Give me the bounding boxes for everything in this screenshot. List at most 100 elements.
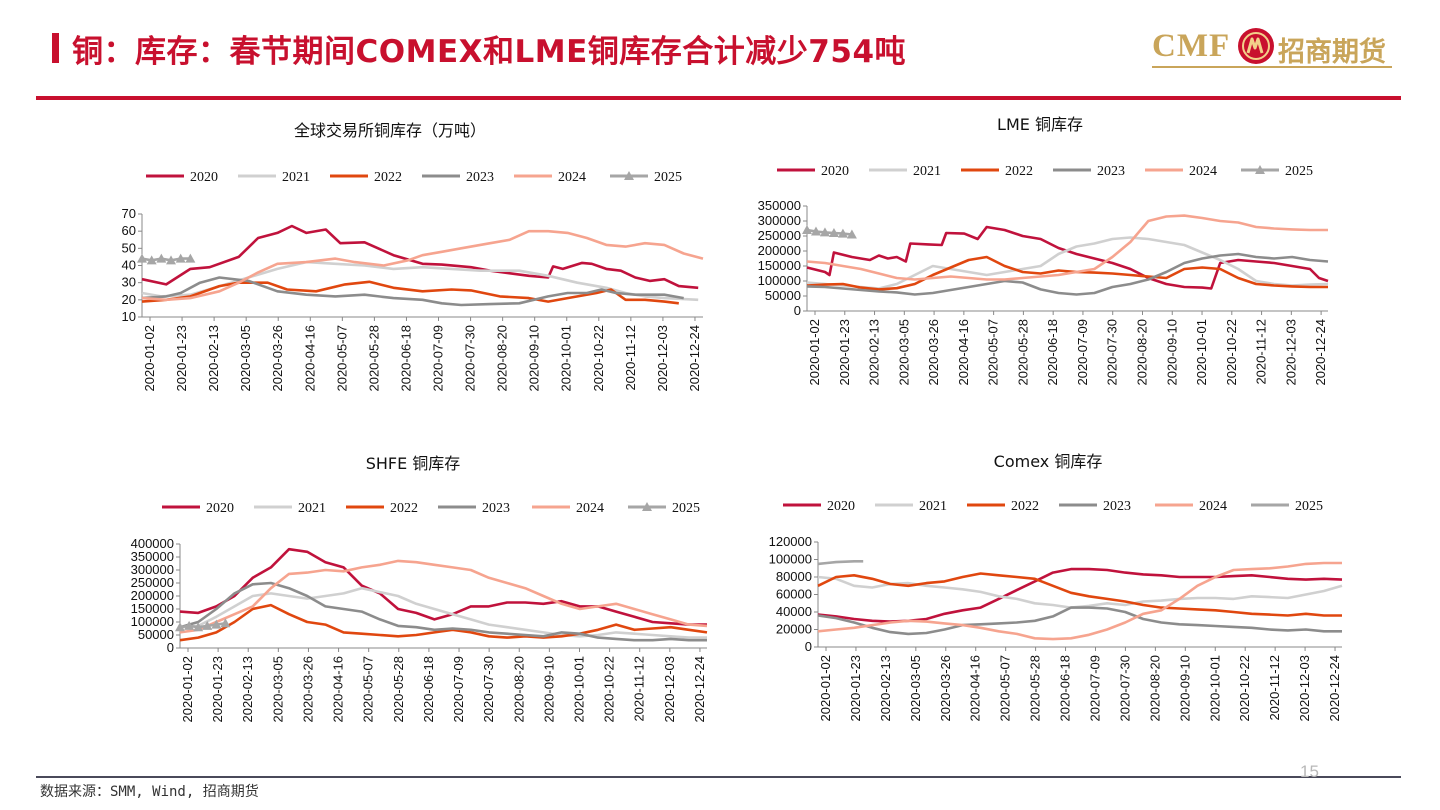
x-tick-label: 2020-11-12 xyxy=(632,656,647,722)
x-tick-label: 2020-05-07 xyxy=(334,325,349,392)
y-tick-label: 300000 xyxy=(758,213,801,228)
legend-label-2024: 2024 xyxy=(558,170,586,185)
x-tick-label: 2020-09-10 xyxy=(1164,319,1179,386)
series-point-2025 xyxy=(184,620,195,630)
x-tick-label: 2020-08-20 xyxy=(1134,319,1149,386)
chart-title: SHFE 铜库存 xyxy=(366,454,461,473)
series-line-2021 xyxy=(141,260,699,302)
y-tick-label: 100000 xyxy=(758,273,801,288)
series-point-2025 xyxy=(193,622,204,632)
x-tick-label: 2020-05-28 xyxy=(391,656,406,723)
chart-title: Comex 铜库存 xyxy=(994,452,1103,471)
legend-label-2022: 2022 xyxy=(390,501,418,516)
x-tick-label: 2020-03-05 xyxy=(908,655,923,722)
data-source-note: 数据来源：SMM, Wind, 招商期货 xyxy=(40,784,259,800)
x-tick-label: 2020-11-12 xyxy=(1267,655,1282,721)
x-tick-label: 2020-01-23 xyxy=(848,655,863,722)
x-tick-label: 2020-04-16 xyxy=(302,325,317,392)
legend-label-2022: 2022 xyxy=(1005,164,1033,179)
x-tick-label: 2020-10-01 xyxy=(559,325,574,392)
y-tick-label: 20000 xyxy=(776,622,812,637)
x-tick-label: 2020-10-22 xyxy=(1224,319,1239,386)
x-tick-label: 2020-10-22 xyxy=(591,325,606,392)
y-tick-label: 40 xyxy=(122,258,136,273)
x-tick-label: 2020-10-22 xyxy=(602,656,617,723)
x-tick-label: 2020-01-23 xyxy=(174,325,189,392)
x-tick-label: 2020-09-10 xyxy=(1177,655,1192,722)
x-tick-label: 2020-02-13 xyxy=(240,656,255,723)
x-tick-label: 2020-07-09 xyxy=(1075,319,1090,386)
series-line-2022 xyxy=(817,572,1342,617)
x-tick-label: 2020-10-22 xyxy=(1237,655,1252,722)
x-tick-label: 2020-01-23 xyxy=(837,319,852,386)
x-tick-label: 2020-01-02 xyxy=(180,656,195,723)
y-tick-label: 70 xyxy=(122,206,136,221)
series-line-2025 xyxy=(817,560,864,566)
x-tick-label: 2020-11-12 xyxy=(623,325,638,391)
series-point-2025 xyxy=(156,253,167,263)
x-tick-label: 2020-03-26 xyxy=(926,319,941,386)
x-tick-label: 2020-07-30 xyxy=(481,656,496,723)
legend-marker-2025 xyxy=(624,171,634,180)
x-tick-label: 2020-03-05 xyxy=(238,325,253,392)
x-tick-label: 2020-05-07 xyxy=(361,656,376,723)
series-line-2023 xyxy=(817,606,1342,636)
series-point-2025 xyxy=(220,618,231,628)
logo-emblem-icon xyxy=(1238,28,1274,64)
series-line-2020 xyxy=(179,547,707,626)
legend-label-2025: 2025 xyxy=(672,501,700,516)
x-tick-label: 2020-12-03 xyxy=(1297,655,1312,722)
x-tick-label: 2020-08-20 xyxy=(1147,655,1162,722)
x-tick-label: 2020-11-12 xyxy=(1254,319,1269,385)
x-tick-label: 2020-05-28 xyxy=(1028,655,1043,722)
y-tick-label: 0 xyxy=(794,303,801,318)
chart-title: 全球交易所铜库存（万吨） xyxy=(294,121,486,140)
x-tick-label: 2020-05-07 xyxy=(998,655,1013,722)
x-tick-label: 2020-06-18 xyxy=(398,325,413,392)
legend-label-2020: 2020 xyxy=(827,499,855,514)
legend-label-2025: 2025 xyxy=(654,170,682,185)
x-tick-label: 2020-12-03 xyxy=(655,325,670,392)
series-line-2021 xyxy=(806,236,1329,290)
x-tick-label: 2020-12-03 xyxy=(662,656,677,723)
chart-lme-copper-inventory: LME 铜库存 2020 2021 2022 2023 2024 2025 050000100… xyxy=(758,115,1329,386)
x-tick-label: 2020-07-30 xyxy=(463,325,478,392)
logo-cmf-text: CMF xyxy=(1152,28,1231,64)
legend-marker-2025 xyxy=(1255,165,1265,174)
series-line-2021 xyxy=(817,575,1343,609)
y-tick-label: 80000 xyxy=(776,569,812,584)
x-tick-label: 2020-06-18 xyxy=(1058,655,1073,722)
x-tick-label: 2020-08-20 xyxy=(511,656,526,723)
x-tick-label: 2020-01-02 xyxy=(807,319,822,386)
footer-divider xyxy=(36,776,1401,778)
title-accent-bar xyxy=(52,33,59,63)
series-line-2022 xyxy=(806,255,1328,291)
x-tick-label: 2020-04-16 xyxy=(956,319,971,386)
legend-label-2024: 2024 xyxy=(1189,164,1217,179)
series-point-2025 xyxy=(828,228,839,237)
legend-label-2023: 2023 xyxy=(1097,164,1125,179)
x-tick-label: 2020-12-24 xyxy=(1313,319,1328,386)
series-line-2023 xyxy=(141,276,684,307)
series-point-2025 xyxy=(175,622,185,632)
legend-label-2021: 2021 xyxy=(282,170,310,185)
y-tick-label: 250000 xyxy=(758,228,801,243)
x-tick-label: 2020-02-13 xyxy=(878,655,893,722)
x-tick-label: 2020-03-26 xyxy=(300,656,315,723)
series-line-2024 xyxy=(806,214,1328,281)
x-tick-label: 2020-07-09 xyxy=(1087,655,1102,722)
y-tick-label: 400000 xyxy=(131,536,174,551)
series-line-2021 xyxy=(179,586,707,639)
y-tick-label: 40000 xyxy=(776,604,812,619)
series-point-2025 xyxy=(802,225,812,234)
x-tick-label: 2020-01-23 xyxy=(210,656,225,723)
legend-label-2025: 2025 xyxy=(1295,499,1323,514)
x-tick-label: 2020-10-01 xyxy=(1207,655,1222,722)
chart-shfe-copper-inventory: SHFE 铜库存 2020 2021 2022 2023 2024 2025 05000010… xyxy=(131,454,708,723)
y-tick-label: 350000 xyxy=(758,198,801,213)
y-tick-label: 200000 xyxy=(758,243,801,258)
x-tick-label: 2020-05-28 xyxy=(1015,319,1030,386)
legend-marker-2025 xyxy=(642,502,652,511)
x-tick-label: 2020-03-05 xyxy=(896,319,911,386)
y-tick-label: 300000 xyxy=(131,562,174,577)
